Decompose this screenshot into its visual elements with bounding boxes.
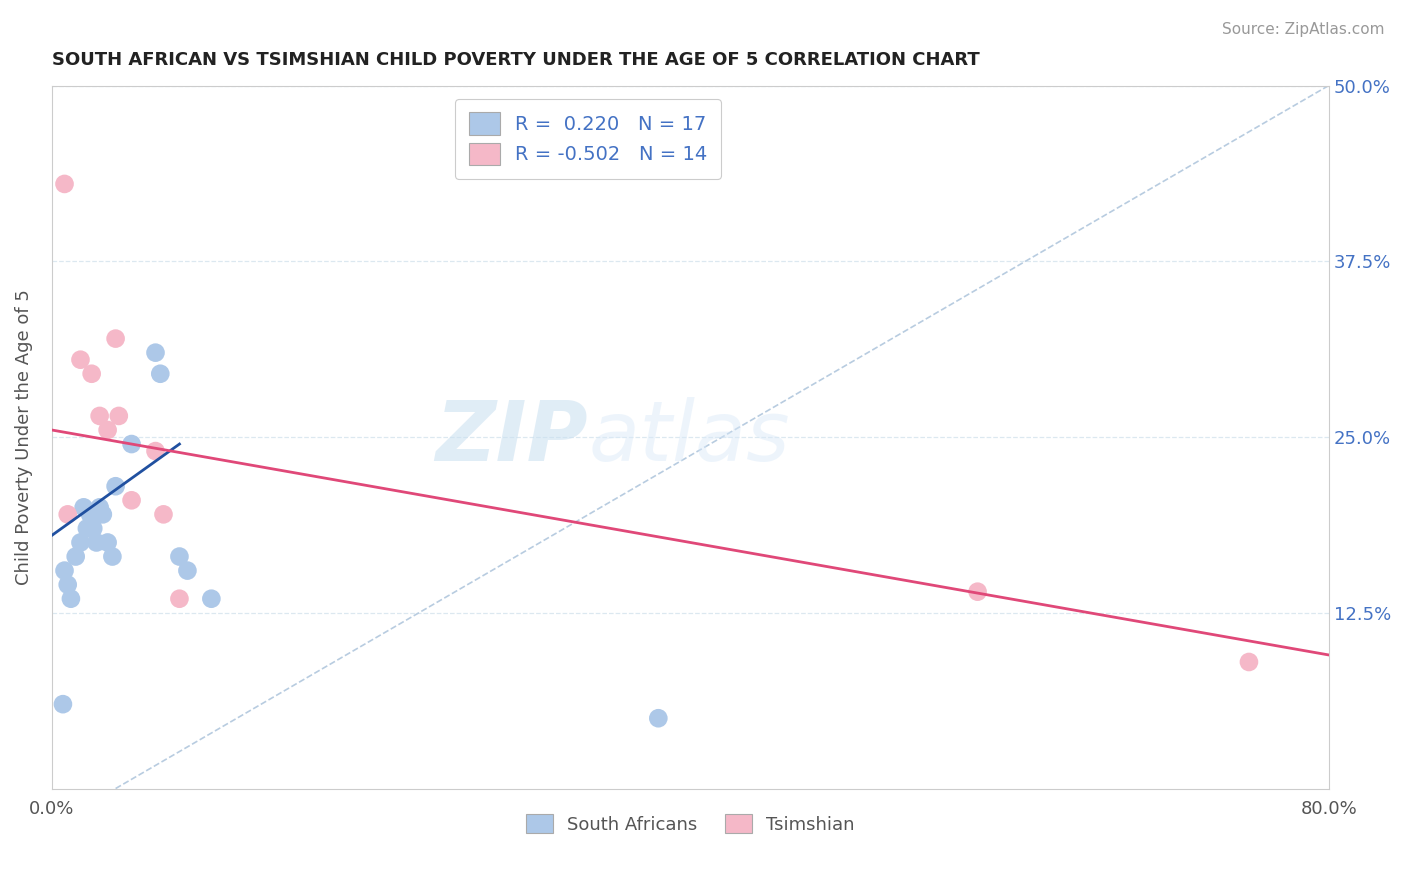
Point: [97, 423, 120, 437]
Text: ZIP: ZIP: [436, 397, 588, 477]
Point: [152, 508, 174, 522]
Text: SOUTH AFRICAN VS TSIMSHIAN CHILD POVERTY UNDER THE AGE OF 5 CORRELATION CHART: SOUTH AFRICAN VS TSIMSHIAN CHILD POVERTY…: [52, 51, 980, 69]
Point: [53, 177, 76, 191]
Point: [56, 577, 79, 591]
Point: [121, 437, 143, 451]
Point: [1237, 655, 1260, 669]
Point: [647, 711, 669, 725]
Point: [145, 444, 167, 458]
Y-axis label: Child Poverty Under the Age of 5: Child Poverty Under the Age of 5: [15, 289, 32, 585]
Point: [82, 521, 104, 535]
Point: [79, 508, 101, 522]
Point: [52, 697, 75, 711]
Point: [76, 521, 98, 535]
Point: [104, 332, 127, 346]
Point: [176, 564, 198, 578]
Point: [69, 352, 91, 367]
Point: [69, 535, 91, 549]
Point: [169, 591, 191, 606]
Point: [86, 535, 108, 549]
Point: [89, 409, 111, 423]
Point: [101, 549, 124, 564]
Point: [966, 584, 988, 599]
Legend: South Africans, Tsimshian: South Africans, Tsimshian: [517, 805, 863, 843]
Point: [104, 479, 127, 493]
Point: [53, 564, 76, 578]
Point: [59, 591, 82, 606]
Point: [73, 500, 96, 515]
Point: [80, 367, 103, 381]
Point: [149, 367, 172, 381]
Point: [97, 535, 120, 549]
Point: [91, 508, 114, 522]
Text: Source: ZipAtlas.com: Source: ZipAtlas.com: [1222, 22, 1385, 37]
Point: [89, 500, 111, 515]
Point: [65, 549, 87, 564]
Point: [107, 409, 129, 423]
Point: [200, 591, 222, 606]
Text: atlas: atlas: [588, 397, 790, 477]
Point: [121, 493, 143, 508]
Point: [169, 549, 191, 564]
Point: [145, 345, 167, 359]
Point: [56, 508, 79, 522]
